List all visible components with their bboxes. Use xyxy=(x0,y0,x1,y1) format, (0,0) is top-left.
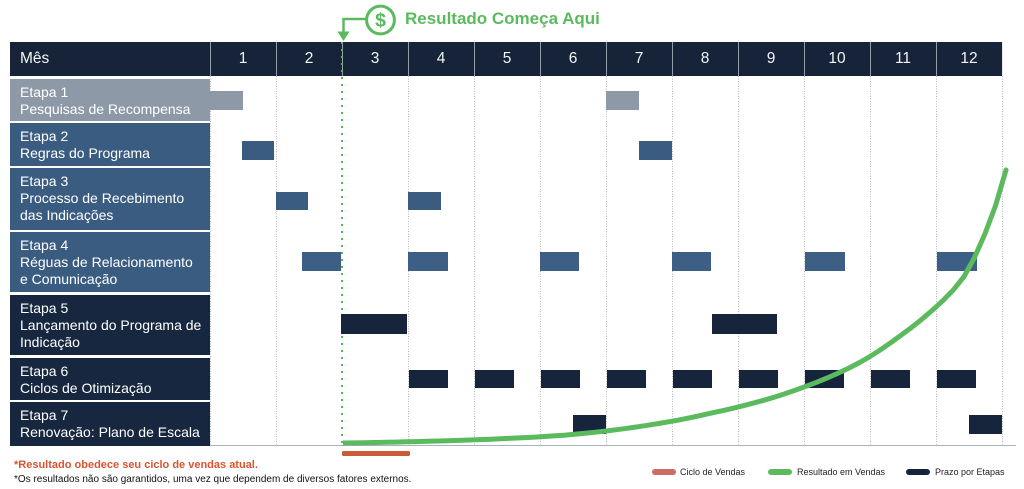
svg-text:$: $ xyxy=(375,10,386,32)
svg-text:Resultado Começa Aqui: Resultado Começa Aqui xyxy=(405,9,600,28)
